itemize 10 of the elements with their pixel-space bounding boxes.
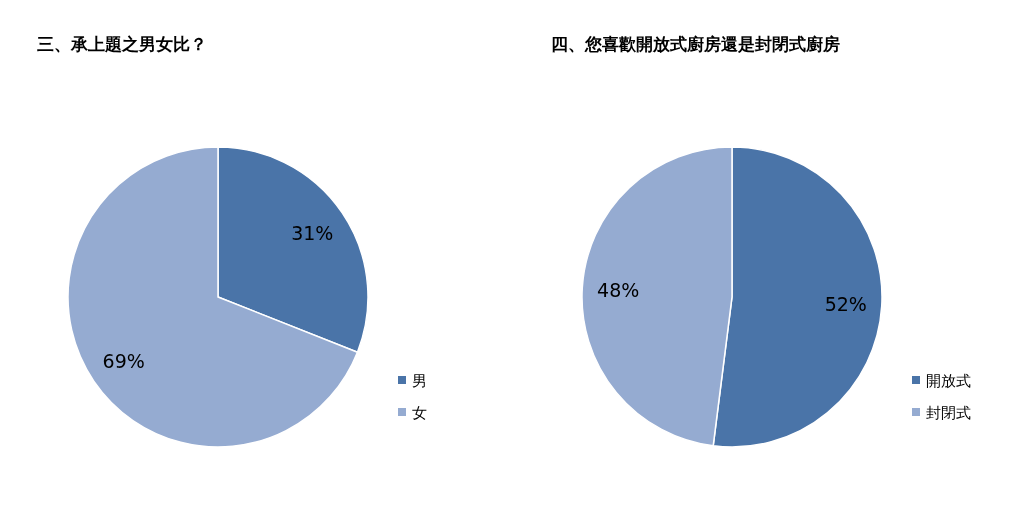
legend-label: 封閉式 bbox=[926, 404, 971, 422]
data-label: 69% bbox=[102, 350, 145, 373]
legend-label: 男 bbox=[412, 372, 427, 390]
legend-label: 女 bbox=[412, 404, 427, 422]
data-label: 52% bbox=[824, 293, 867, 316]
chart-title: 四、您喜歡開放式廚房還是封閉式廚房 bbox=[551, 34, 840, 54]
legend-label: 開放式 bbox=[926, 372, 971, 390]
data-label: 31% bbox=[291, 221, 334, 244]
chart-title: 三、承上題之男女比？ bbox=[37, 34, 207, 54]
data-label: 48% bbox=[597, 278, 640, 301]
